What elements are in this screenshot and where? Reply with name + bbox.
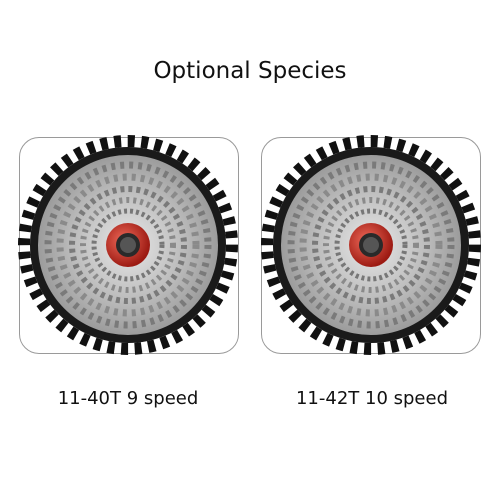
product-label: 11-40T 9 speed [57,388,199,409]
title: Optional Species [153,58,347,84]
cassette-image [24,141,232,349]
cassette-image [267,141,475,349]
product-label: 11-42T 10 speed [295,388,449,409]
